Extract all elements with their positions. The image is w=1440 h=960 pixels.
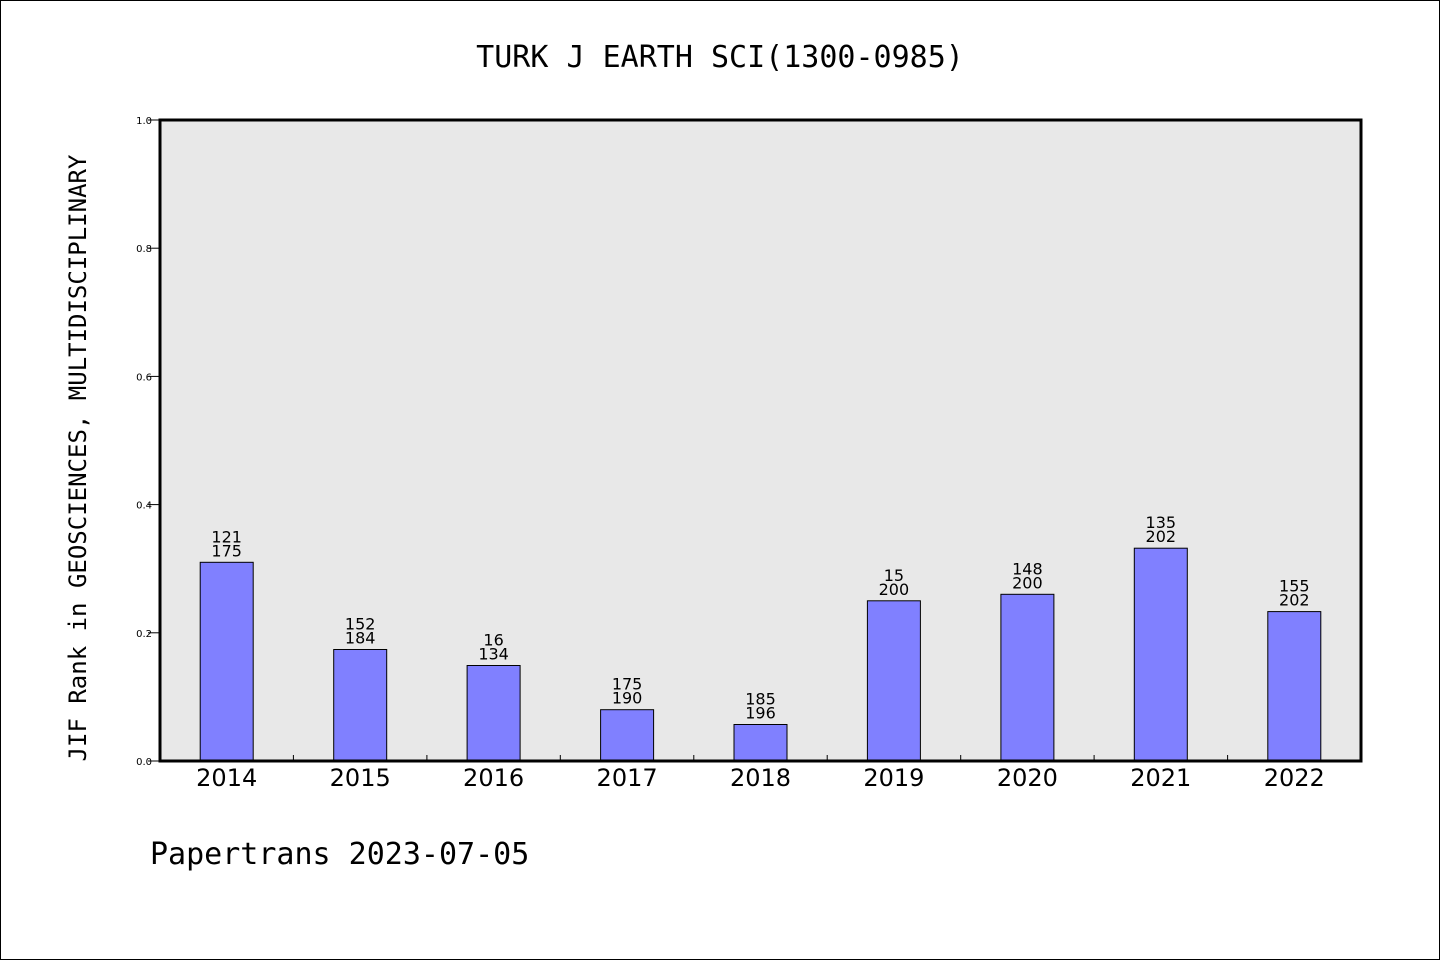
bar-2022 — [1267, 611, 1322, 762]
plot-border — [158, 118, 1363, 763]
bar-total-label-2016: 134 — [478, 645, 509, 664]
y-tick-label: 0.0 — [136, 757, 152, 768]
bar-rank-label-2020: 148 — [1012, 559, 1043, 578]
bar-total-label-2017: 190 — [612, 689, 643, 708]
bar-rank-label-2017: 175 — [612, 675, 643, 694]
y-tick-label: 0.4 — [136, 501, 152, 512]
x-tick-label-2020: 2020 — [997, 764, 1058, 792]
bar-total-label-2020: 200 — [1012, 573, 1043, 592]
x-tick-label-2016: 2016 — [463, 764, 524, 792]
bar-2020 — [1000, 593, 1055, 762]
bar-2021 — [1133, 547, 1188, 762]
bar-2018 — [733, 724, 788, 762]
bar-2017 — [600, 709, 655, 762]
bar-rank-label-2022: 155 — [1279, 577, 1310, 596]
bar-rank-label-2014: 121 — [211, 527, 242, 546]
x-tick-label-2017: 2017 — [597, 764, 658, 792]
bar-rank-label-2016: 16 — [483, 631, 503, 650]
bar-total-label-2014: 175 — [211, 541, 242, 560]
bars-group — [199, 547, 1322, 762]
bar-total-label-2019: 200 — [879, 580, 910, 599]
bar-rank-label-2019: 15 — [884, 566, 904, 585]
y-tick-label: 0.2 — [136, 629, 152, 640]
bar-total-label-2022: 202 — [1279, 591, 1310, 610]
chart-title: TURK J EARTH SCI(1300-0985) — [476, 40, 964, 75]
y-tick-label: 0.8 — [136, 244, 152, 255]
bar-2016 — [466, 665, 521, 762]
x-tick-label-2022: 2022 — [1264, 764, 1325, 792]
bar-2019 — [866, 600, 921, 762]
x-tick-label-2018: 2018 — [730, 764, 791, 792]
bar-2015 — [333, 649, 388, 762]
bar-total-label-2018: 196 — [745, 704, 776, 723]
y-tick-label: 1.0 — [136, 116, 152, 127]
bar-rank-label-2018: 185 — [745, 690, 776, 709]
footer-source-date: Papertrans 2023-07-05 — [150, 837, 529, 872]
y-tick-label: 0.6 — [136, 372, 152, 383]
bar-rank-label-2021: 135 — [1146, 513, 1177, 532]
y-axis-label: JIF Rank in GEOSCIENCES, MULTIDISCIPLINA… — [64, 154, 92, 761]
y-axis-ticks: 0.0 0.2 0.4 0.6 0.8 1.0 — [136, 116, 160, 768]
x-tick-label-2014: 2014 — [196, 764, 257, 792]
bar-rank-label-2015: 152 — [345, 615, 376, 634]
x-tick-label-2015: 2015 — [330, 764, 391, 792]
bar-total-label-2015: 184 — [345, 629, 376, 648]
x-tick-label-2021: 2021 — [1130, 764, 1191, 792]
x-tick-label-2019: 2019 — [863, 764, 924, 792]
bar-2014 — [199, 561, 254, 762]
bar-total-label-2021: 202 — [1146, 527, 1177, 546]
x-axis-ticks: 2014 2015 2016 2017 2018 2019 2020 2021 2022 — [196, 755, 1325, 792]
